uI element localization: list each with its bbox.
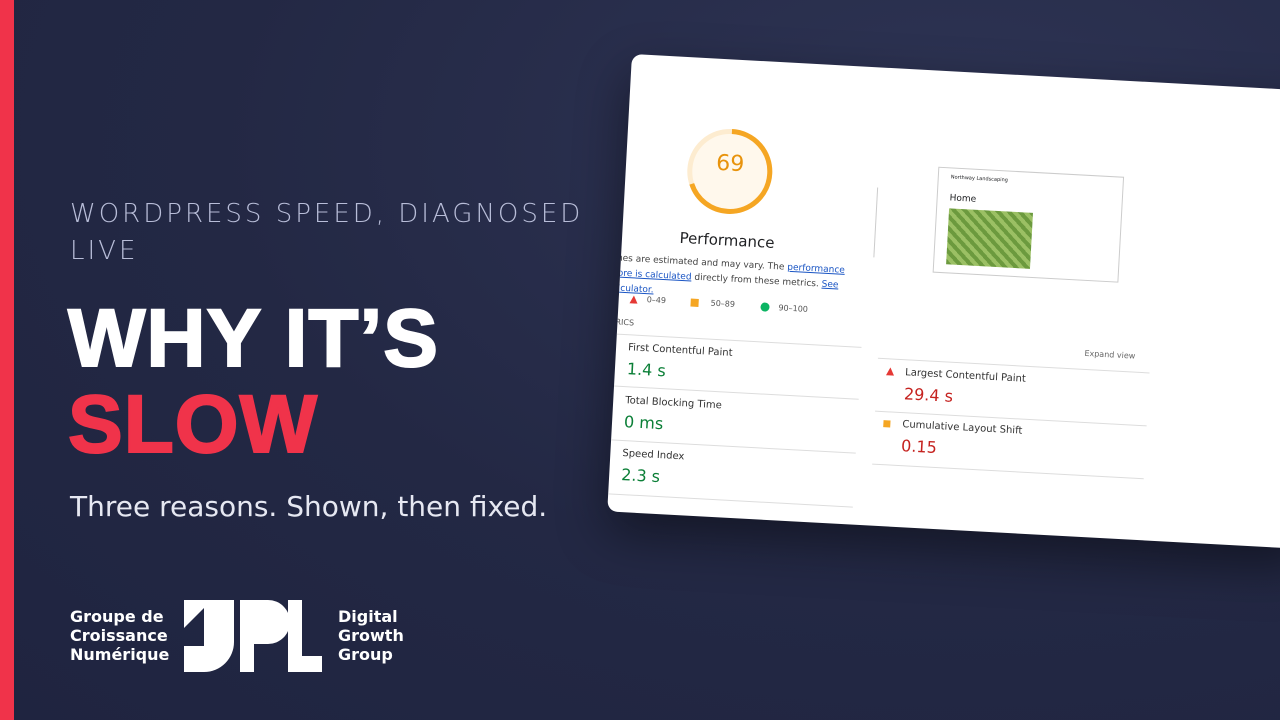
logo-line: Groupe de	[70, 607, 164, 626]
metric-name: First Contentful Paint	[627, 342, 733, 359]
preview-page: Home	[949, 193, 977, 205]
metric-name: Total Blocking Time	[624, 395, 723, 412]
score: 69	[715, 150, 745, 178]
logo-line: Croissance	[70, 626, 168, 645]
metric-value: 0.15	[900, 436, 938, 458]
note-text: directly from these metrics.	[691, 272, 822, 290]
logo-text-en: Digital Growth Group	[338, 607, 404, 664]
logo-tri	[184, 600, 212, 628]
logo-line: Digital	[338, 607, 398, 626]
legend-label: 50–89	[710, 298, 736, 309]
logo-line: Numérique	[70, 645, 170, 664]
title-highlight: SLOW	[67, 379, 318, 470]
preview-image	[946, 208, 1033, 269]
logo-p	[240, 600, 290, 672]
expand-view[interactable]: Expand view	[1084, 348, 1136, 361]
legend-label: 90–100	[778, 303, 809, 314]
score-label: Performance	[679, 228, 776, 252]
metric-icon-average	[883, 420, 891, 428]
section-heading: RICS	[615, 317, 635, 328]
title-line: WHY IT’S	[67, 293, 439, 384]
accent-stripe	[0, 0, 14, 720]
score-gauge	[687, 128, 773, 214]
legend-icon-average	[690, 298, 699, 307]
metric-value: 29.4 s	[903, 384, 954, 406]
metric-value: 1.4 s	[626, 359, 667, 381]
report-screenshot: 69 Performance alues are estimated and m…	[607, 54, 1280, 550]
logo-mark	[184, 600, 322, 672]
metric-value: 0 ms	[623, 412, 664, 434]
preview-site: Northway Landscaping	[950, 174, 1009, 184]
metric-name: Largest Contentful Paint	[904, 367, 1027, 385]
rule	[872, 463, 1144, 480]
metric-value: 2.3 s	[620, 465, 661, 487]
logo-line: Group	[338, 645, 393, 664]
metric-name: Cumulative Layout Shift	[902, 419, 1023, 437]
metric-icon-fail	[886, 367, 894, 376]
legend-icon-fail	[629, 295, 638, 304]
kicker: WORDPRESS SPEED, DIAGNOSED LIVE	[70, 199, 584, 266]
gauge-arc	[687, 128, 773, 214]
legend-icon-pass	[760, 302, 770, 312]
page-preview: Northway Landscaping Home	[932, 166, 1125, 283]
logo-j	[184, 600, 234, 672]
divider	[873, 187, 879, 258]
metric-name: Speed Index	[622, 448, 685, 463]
legend-label: 0–49	[646, 295, 667, 306]
subtitle: Three reasons. Shown, then fixed.	[70, 490, 548, 523]
logo-l	[288, 600, 322, 672]
logo-line: Growth	[338, 626, 404, 645]
rule	[608, 493, 853, 508]
logo-text-fr: Groupe de Croissance Numérique	[70, 607, 169, 664]
